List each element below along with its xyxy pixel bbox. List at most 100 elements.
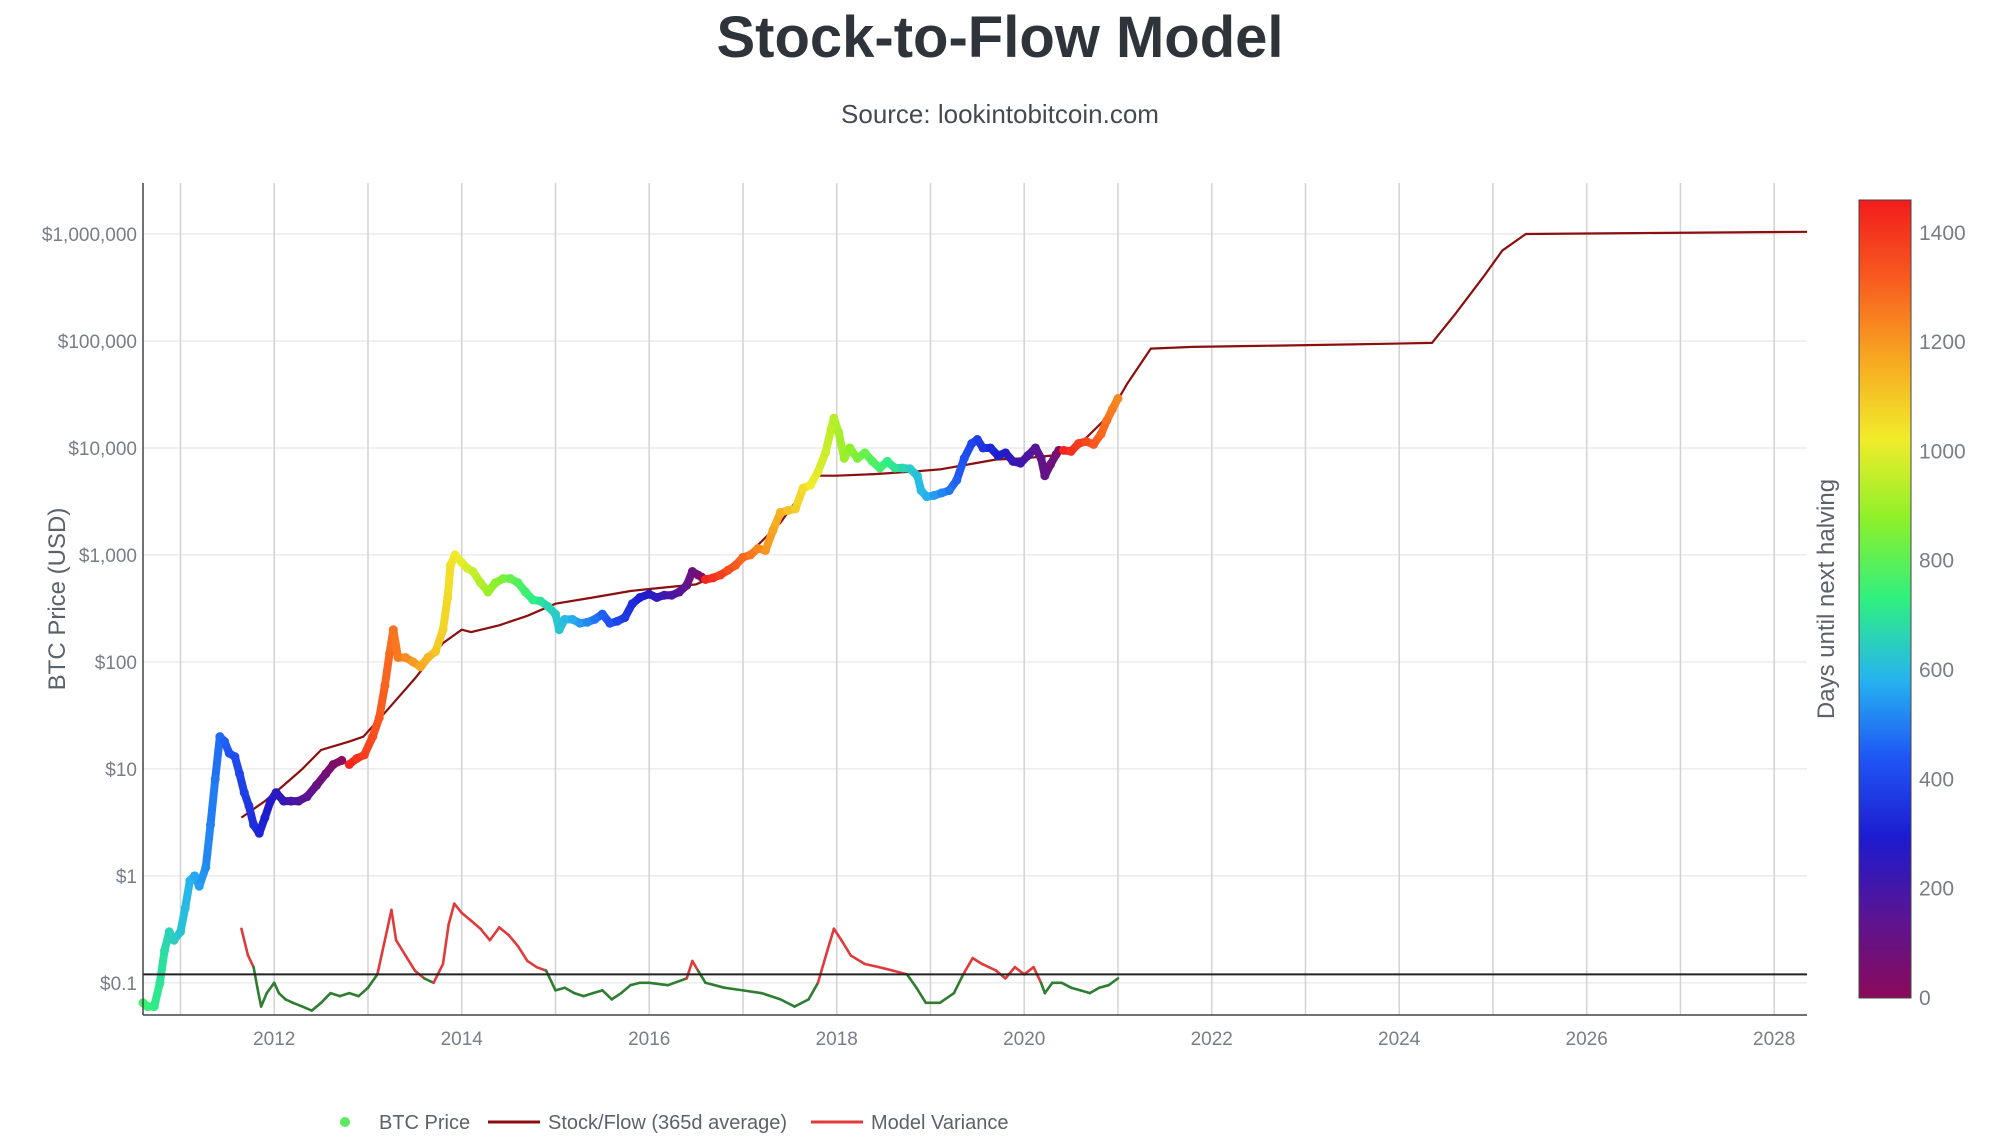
btc-price-point	[775, 507, 785, 517]
btc-price-point	[220, 737, 230, 747]
model-variance-segment	[376, 930, 389, 976]
btc-price-point	[155, 978, 165, 988]
btc-price-point	[438, 625, 448, 635]
y-tick-label: $1,000,000	[42, 225, 137, 246]
model-variance-segment	[696, 969, 707, 985]
legend-label: Model Variance	[871, 1112, 1008, 1134]
model-variance-segment	[385, 908, 393, 934]
btc-price-point	[450, 550, 460, 560]
btc-price-point	[575, 618, 585, 628]
btc-price-point	[612, 616, 622, 626]
x-tick-label: 2014	[441, 1029, 484, 1050]
btc-price-point	[374, 713, 384, 723]
model-variance-segment	[980, 962, 998, 972]
model-variance-segment	[1069, 986, 1082, 992]
btc-price-point	[700, 574, 710, 584]
btc-price-point	[1066, 446, 1076, 456]
y-tick-labels: $0.1 $1 $10 $100 $1,000 $10,000 $100,000 $1,000…	[42, 225, 137, 995]
x-tick-label: 2028	[1753, 1029, 1795, 1050]
btc-price-point	[415, 662, 425, 672]
btc-price-point	[829, 413, 839, 423]
y-tick-label: $100	[95, 653, 137, 674]
model-variance-segment	[310, 1001, 323, 1012]
model-variance-segment	[1043, 981, 1054, 995]
btc-price-point	[674, 587, 684, 597]
btc-price-point	[912, 471, 922, 481]
plot-background	[143, 183, 1807, 1015]
btc-price-point	[210, 774, 220, 784]
colorbar-tick-label: 600	[1919, 659, 1954, 682]
btc-price-point	[1036, 453, 1046, 463]
model-variance-segment	[252, 965, 259, 989]
plot-area: $0.1 $1 $10 $100 $1,000 $10,000 $100,000 $1,000…	[42, 183, 1808, 1050]
legend-item: Stock/Flow (365d average)	[488, 1112, 787, 1134]
btc-price-point	[567, 614, 577, 624]
btc-price-point	[916, 486, 926, 496]
model-variance-segment	[563, 986, 576, 995]
btc-price-point	[302, 792, 312, 802]
colorbar-tick-label: 0	[1919, 987, 1931, 1010]
btc-price-point	[635, 593, 645, 603]
model-variance-segment	[741, 989, 764, 995]
model-variance-segment	[422, 977, 435, 985]
btc-price-point	[985, 443, 995, 453]
y-tick-label: $1,000	[79, 546, 137, 567]
btc-price-point	[1102, 416, 1112, 426]
model-variance-segment	[591, 989, 604, 995]
btc-price-point	[937, 488, 947, 498]
btc-price-point	[368, 732, 378, 742]
btc-price-point	[826, 424, 836, 434]
btc-price-point	[393, 652, 403, 662]
btc-price-segment	[206, 775, 220, 829]
colorbar-tick-label: 800	[1919, 550, 1954, 573]
btc-price-point	[194, 881, 204, 891]
btc-price-point	[1008, 456, 1018, 466]
btc-price-point	[352, 754, 362, 764]
btc-price-point	[644, 589, 654, 599]
btc-price-point	[783, 506, 793, 516]
btc-price-point	[344, 759, 354, 769]
axes	[142, 183, 1807, 1016]
btc-price-point	[265, 796, 275, 806]
btc-price-point	[760, 546, 770, 556]
legend-label: Stock/Flow (365d average)	[548, 1112, 787, 1134]
model-variance-segment	[404, 954, 417, 972]
model-variance-segment	[291, 1001, 304, 1008]
btc-price-point	[845, 443, 855, 453]
btc-price-point	[543, 601, 553, 611]
btc-price-point	[620, 613, 630, 623]
btc-price-point	[597, 609, 607, 619]
model-variance-segment	[971, 956, 984, 966]
btc-price-point	[659, 590, 669, 600]
btc-price-point	[190, 871, 200, 881]
btc-price-point	[839, 453, 849, 463]
btc-price-point	[715, 570, 725, 580]
legend-label: BTC Price	[379, 1112, 470, 1134]
model-variance-segment	[816, 949, 829, 985]
btc-price-point	[905, 464, 915, 474]
model-variance-segment	[938, 991, 956, 1005]
btc-price-point	[554, 625, 564, 635]
x-tick-label: 2022	[1191, 1029, 1233, 1050]
btc-price-point	[922, 492, 932, 502]
btc-price-point	[768, 525, 778, 535]
model-variance-segment	[277, 991, 287, 1001]
btc-price-point	[169, 935, 179, 945]
btc-price-point	[605, 618, 615, 628]
colorbar-tick-label: 400	[1919, 768, 1954, 791]
model-variance-segment	[647, 981, 670, 987]
btc-price-point	[149, 1002, 159, 1012]
btc-price-point	[682, 580, 692, 590]
model-variance-segment	[497, 926, 510, 937]
legend: BTC Price Stock/Flow (365d average) Model …	[340, 1112, 1008, 1134]
btc-price-series	[138, 394, 1123, 1012]
btc-price-point	[1040, 471, 1050, 481]
btc-price-point	[1074, 439, 1084, 449]
btc-price-point	[359, 750, 369, 760]
legend-dot-swatch	[340, 1117, 350, 1127]
btc-price-point	[380, 681, 390, 691]
btc-price-point	[271, 788, 281, 798]
model-variance-segment	[666, 977, 689, 987]
btc-price-point	[944, 486, 954, 496]
